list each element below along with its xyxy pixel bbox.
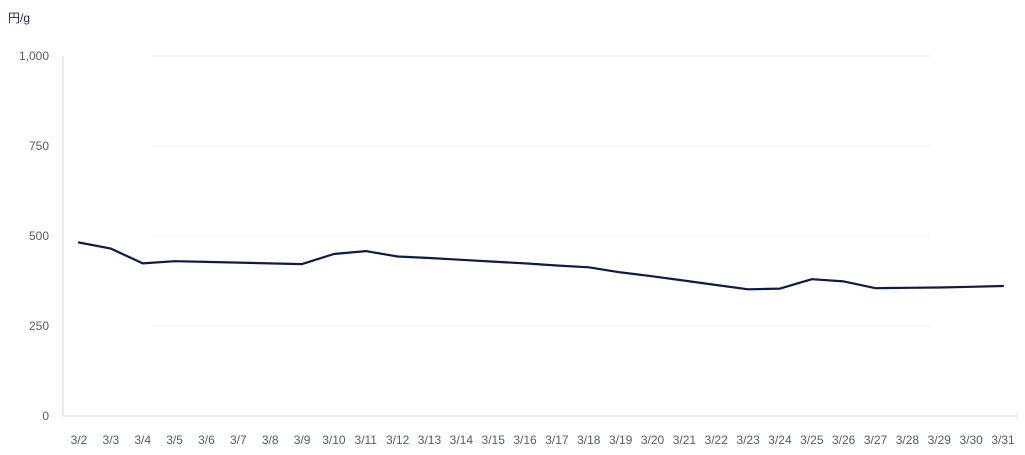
x-tick-label: 3/10 [322, 433, 346, 447]
y-axis-unit-label: 円/g [8, 11, 31, 25]
x-tick-label: 3/19 [609, 433, 633, 447]
x-tick-label: 3/24 [768, 433, 792, 447]
x-tick-label: 3/14 [450, 433, 474, 447]
x-tick-label: 3/8 [262, 433, 279, 447]
y-tick-label: 500 [29, 229, 49, 243]
x-tick-label: 3/7 [230, 433, 247, 447]
x-tick-label: 3/9 [294, 433, 311, 447]
x-tick-label: 3/25 [800, 433, 824, 447]
x-tick-label: 3/30 [959, 433, 983, 447]
price-series-line [77, 241, 1005, 291]
x-tick-label: 3/23 [736, 433, 760, 447]
x-tick-label: 3/17 [545, 433, 569, 447]
x-tick-label: 3/28 [896, 433, 920, 447]
x-tick-label: 3/27 [864, 433, 888, 447]
y-tick-label: 250 [29, 319, 49, 333]
x-tick-label: 3/15 [482, 433, 506, 447]
x-tick-label: 3/4 [134, 433, 151, 447]
x-tick-label: 3/16 [513, 433, 537, 447]
y-tick-label: 1,000 [19, 49, 49, 63]
x-tick-label: 3/26 [832, 433, 856, 447]
x-tick-label: 3/5 [166, 433, 183, 447]
x-tick-label: 3/3 [103, 433, 120, 447]
x-tick-label: 3/22 [705, 433, 729, 447]
x-tick-label: 3/18 [577, 433, 601, 447]
x-tick-label: 3/29 [928, 433, 952, 447]
x-tick-label: 3/2 [71, 433, 88, 447]
x-tick-label: 3/20 [641, 433, 665, 447]
x-tick-label: 3/31 [991, 433, 1015, 447]
x-tick-label: 3/6 [198, 433, 215, 447]
y-tick-label: 750 [29, 139, 49, 153]
y-tick-label: 0 [42, 409, 49, 423]
x-tick-label: 3/13 [418, 433, 442, 447]
x-tick-label: 3/11 [355, 433, 378, 447]
x-tick-label: 3/12 [386, 433, 410, 447]
x-tick-label: 3/21 [673, 433, 697, 447]
